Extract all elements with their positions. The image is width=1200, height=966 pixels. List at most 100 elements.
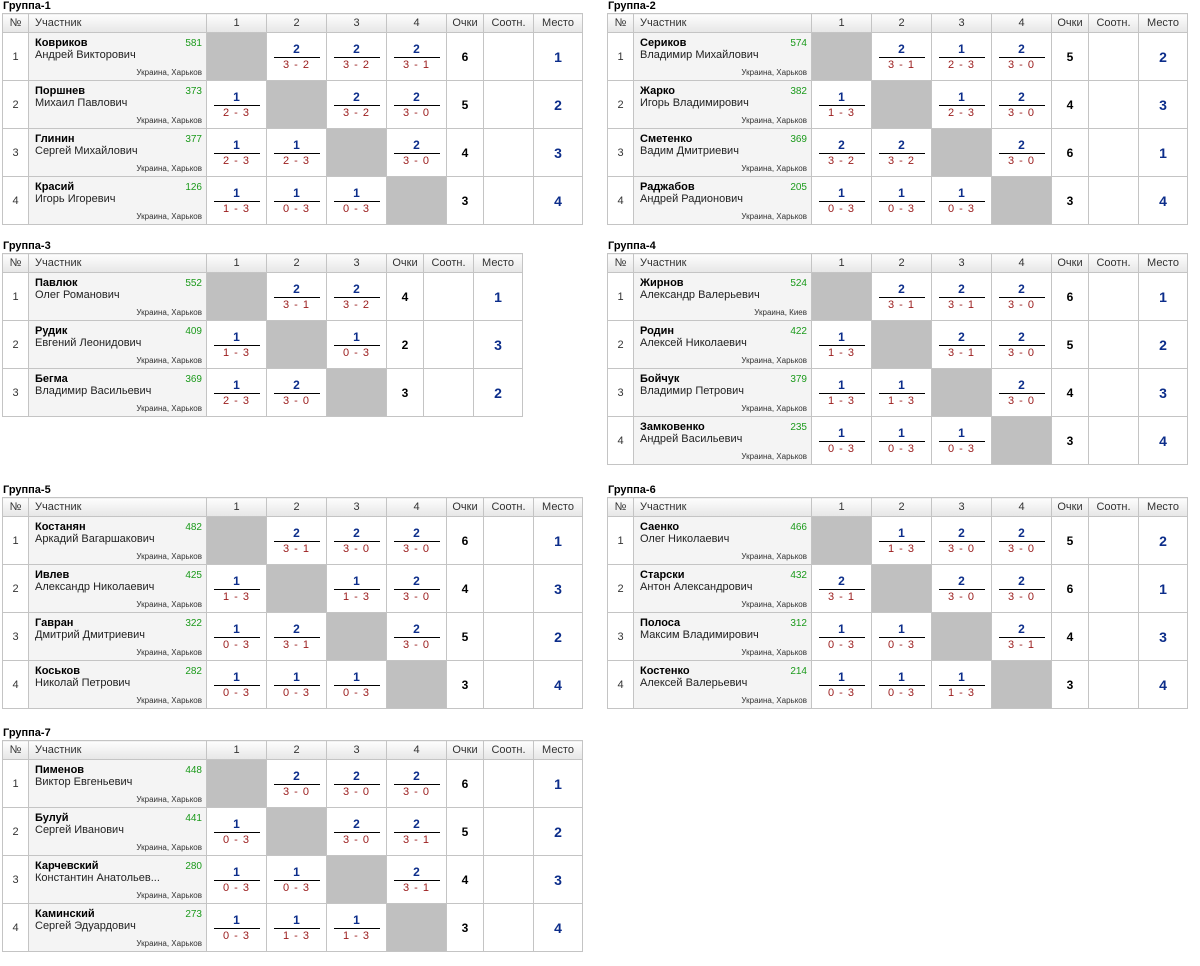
player-cell[interactable]: Красий 126 Игорь Игоревич Украина, Харьков: [28, 176, 207, 225]
match-result[interactable]: 2 3 - 1: [386, 32, 447, 81]
match-result[interactable]: 2 3 - 1: [871, 32, 932, 81]
player-cell[interactable]: Полоса 312 Максим Владимирович Украина, Хар…: [633, 612, 812, 661]
match-result[interactable]: 1 1 - 3: [326, 903, 387, 952]
player-cell[interactable]: Саенко 466 Олег Николаевич Украина, Харьков: [633, 516, 812, 565]
match-result[interactable]: 1 1 - 3: [206, 564, 267, 613]
match-result[interactable]: 1 2 - 3: [206, 80, 267, 129]
match-result[interactable]: 2 3 - 1: [386, 807, 447, 856]
player-cell[interactable]: Раджабов 205 Андрей Радионович Украина, Хар…: [633, 176, 812, 225]
player-cell[interactable]: Пименов 448 Виктор Евгеньевич Украина, Харь…: [28, 759, 207, 808]
match-result[interactable]: 2 3 - 0: [991, 564, 1052, 613]
match-result[interactable]: 1 0 - 3: [206, 660, 267, 709]
match-result[interactable]: 1 0 - 3: [811, 176, 872, 225]
match-result[interactable]: 2 3 - 0: [326, 759, 387, 808]
match-result[interactable]: 1 0 - 3: [871, 176, 932, 225]
match-result[interactable]: 1 1 - 3: [811, 80, 872, 129]
player-cell[interactable]: Жарко 382 Игорь Владимирович Украина, Харьк…: [633, 80, 812, 129]
player-cell[interactable]: Глинин 377 Сергей Михайлович Украина, Харьк…: [28, 128, 207, 177]
match-result[interactable]: 2 3 - 0: [991, 80, 1052, 129]
match-result[interactable]: 1 0 - 3: [931, 416, 992, 465]
match-result[interactable]: 2 3 - 0: [991, 272, 1052, 321]
match-result[interactable]: 1 0 - 3: [266, 660, 327, 709]
player-cell[interactable]: Карчевский 280 Константин Анатольев... Укра…: [28, 855, 207, 904]
match-result[interactable]: 1 0 - 3: [206, 903, 267, 952]
match-result[interactable]: 2 3 - 0: [386, 612, 447, 661]
match-result[interactable]: 1 0 - 3: [811, 612, 872, 661]
match-result[interactable]: 1 0 - 3: [266, 855, 327, 904]
match-result[interactable]: 2 3 - 0: [991, 368, 1052, 417]
match-result[interactable]: 2 3 - 2: [871, 128, 932, 177]
match-result[interactable]: 1 0 - 3: [871, 612, 932, 661]
match-result[interactable]: 2 3 - 1: [266, 272, 327, 321]
match-result[interactable]: 2 3 - 1: [931, 320, 992, 369]
player-cell[interactable]: Поршнев 373 Михаил Павлович Украина, Харько…: [28, 80, 207, 129]
match-result[interactable]: 1 1 - 3: [871, 516, 932, 565]
match-result[interactable]: 2 3 - 0: [386, 516, 447, 565]
match-result[interactable]: 1 2 - 3: [206, 368, 267, 417]
match-result[interactable]: 1 1 - 3: [811, 368, 872, 417]
match-result[interactable]: 2 3 - 0: [386, 759, 447, 808]
match-result[interactable]: 2 3 - 0: [326, 516, 387, 565]
match-result[interactable]: 2 3 - 1: [386, 855, 447, 904]
match-result[interactable]: 2 3 - 1: [811, 564, 872, 613]
player-cell[interactable]: Жирнов 524 Александр Валерьевич Украина, Ки…: [633, 272, 812, 321]
match-result[interactable]: 2 3 - 1: [871, 272, 932, 321]
player-cell[interactable]: Костенко 214 Алексей Валерьевич Украина, Ха…: [633, 660, 812, 709]
player-cell[interactable]: Сметенко 369 Вадим Дмитриевич Украина, Харь…: [633, 128, 812, 177]
match-result[interactable]: 1 2 - 3: [206, 128, 267, 177]
match-result[interactable]: 2 3 - 2: [811, 128, 872, 177]
player-cell[interactable]: Булуй 441 Сергей Иванович Украина, Харьков: [28, 807, 207, 856]
match-result[interactable]: 1 2 - 3: [931, 80, 992, 129]
match-result[interactable]: 2 3 - 2: [326, 80, 387, 129]
match-result[interactable]: 2 3 - 2: [266, 32, 327, 81]
match-result[interactable]: 2 3 - 1: [931, 272, 992, 321]
match-result[interactable]: 1 0 - 3: [326, 660, 387, 709]
match-result[interactable]: 2 3 - 1: [266, 612, 327, 661]
match-result[interactable]: 2 3 - 0: [266, 368, 327, 417]
match-result[interactable]: 2 3 - 0: [386, 564, 447, 613]
match-result[interactable]: 2 3 - 0: [326, 807, 387, 856]
match-result[interactable]: 1 2 - 3: [266, 128, 327, 177]
player-cell[interactable]: Бегма 369 Владимир Васильевич Украина, Харь…: [28, 368, 207, 417]
match-result[interactable]: 1 0 - 3: [811, 660, 872, 709]
player-cell[interactable]: Замковенко 235 Андрей Васильевич Украина, Х…: [633, 416, 812, 465]
match-result[interactable]: 1 0 - 3: [266, 176, 327, 225]
match-result[interactable]: 2 3 - 1: [991, 612, 1052, 661]
match-result[interactable]: 2 3 - 1: [266, 516, 327, 565]
player-cell[interactable]: Родин 422 Алексей Николаевич Украина, Харьк…: [633, 320, 812, 369]
player-cell[interactable]: Бойчук 379 Владимир Петрович Украина, Харьк…: [633, 368, 812, 417]
match-result[interactable]: 2 3 - 0: [991, 128, 1052, 177]
match-result[interactable]: 2 3 - 0: [991, 32, 1052, 81]
match-result[interactable]: 2 3 - 0: [931, 564, 992, 613]
match-result[interactable]: 2 3 - 0: [991, 516, 1052, 565]
match-result[interactable]: 1 0 - 3: [931, 176, 992, 225]
match-result[interactable]: 1 0 - 3: [811, 416, 872, 465]
match-result[interactable]: 2 3 - 0: [266, 759, 327, 808]
match-result[interactable]: 1 1 - 3: [871, 368, 932, 417]
match-result[interactable]: 1 0 - 3: [326, 320, 387, 369]
match-result[interactable]: 2 3 - 0: [386, 80, 447, 129]
match-result[interactable]: 1 0 - 3: [871, 660, 932, 709]
match-result[interactable]: 1 0 - 3: [326, 176, 387, 225]
match-result[interactable]: 1 0 - 3: [206, 855, 267, 904]
player-cell[interactable]: Костанян 482 Аркадий Вагаршакович Украина, …: [28, 516, 207, 565]
player-cell[interactable]: Коськов 282 Николай Петрович Украина, Харьк…: [28, 660, 207, 709]
player-cell[interactable]: Ивлев 425 Александр Николаевич Украина, Хар…: [28, 564, 207, 613]
player-cell[interactable]: Каминский 273 Сергей Эдуардович Украина, Ха…: [28, 903, 207, 952]
match-result[interactable]: 2 3 - 2: [326, 272, 387, 321]
player-cell[interactable]: Ковриков 581 Андрей Викторович Украина, Хар…: [28, 32, 207, 81]
player-cell[interactable]: Гавран 322 Дмитрий Дмитриевич Украина, Харь…: [28, 612, 207, 661]
match-result[interactable]: 1 1 - 3: [811, 320, 872, 369]
match-result[interactable]: 1 1 - 3: [206, 176, 267, 225]
player-cell[interactable]: Рудик 409 Евгений Леонидович Украина, Харьк…: [28, 320, 207, 369]
match-result[interactable]: 2 3 - 0: [991, 320, 1052, 369]
match-result[interactable]: 1 1 - 3: [931, 660, 992, 709]
match-result[interactable]: 2 3 - 0: [386, 128, 447, 177]
player-cell[interactable]: Старски 432 Антон Александрович Украина, Ха…: [633, 564, 812, 613]
match-result[interactable]: 1 1 - 3: [326, 564, 387, 613]
match-result[interactable]: 2 3 - 2: [326, 32, 387, 81]
match-result[interactable]: 2 3 - 0: [931, 516, 992, 565]
player-cell[interactable]: Сериков 574 Владимир Михайлович Украина, Ха…: [633, 32, 812, 81]
match-result[interactable]: 1 1 - 3: [206, 320, 267, 369]
match-result[interactable]: 1 0 - 3: [206, 612, 267, 661]
